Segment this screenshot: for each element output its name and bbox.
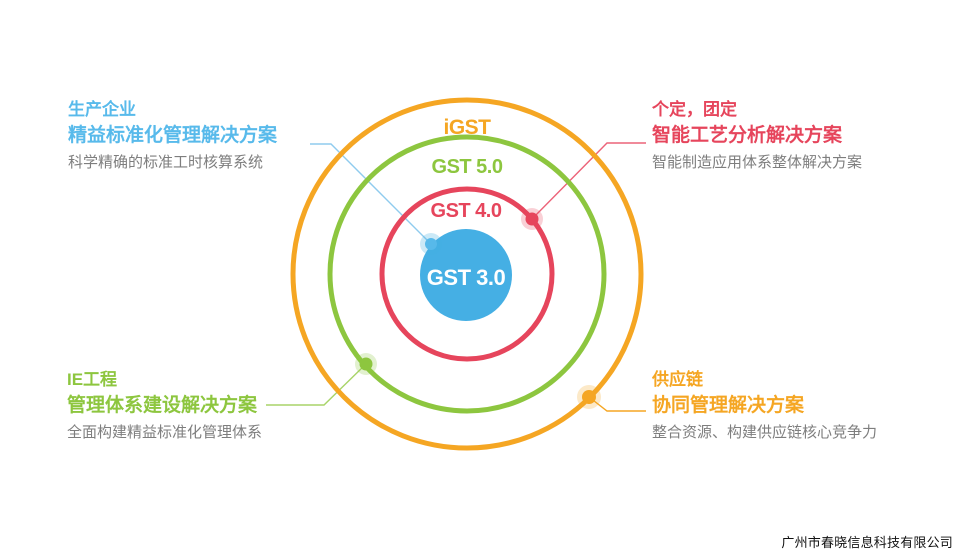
connector-line-bottom-right [588,396,646,412]
ring-gst3-core [420,229,512,321]
callout-top-right: 个定，团定 智能工艺分析解决方案 智能制造应用体系整体解决方案 [652,100,862,172]
callout-title: 协同管理解决方案 [652,395,805,416]
anchor-dot-blue [420,233,442,255]
anchor-dot-red [521,208,543,230]
callout-category: 供应链 [652,370,703,389]
connector-line-top-right [531,142,646,220]
ring-gst5 [327,134,607,414]
ring-label-gst4: GST 4.0 [430,200,502,222]
ring-label-gst3: GST 3.0 [426,265,506,290]
callout-title: 精益标准化管理解决方案 [68,125,278,146]
callout-description: 全面构建精益标准化管理体系 [67,424,263,441]
ring-igst [290,97,644,451]
callout-category: IE工程 [67,370,118,389]
connector-line-top-left [310,143,432,245]
callout-description: 科学精确的标准工时核算系统 [68,154,264,171]
callout-bottom-left: IE工程 管理体系建设解决方案 全面构建精益标准化管理体系 [67,370,262,442]
company-name: 广州市春晓信息科技有限公司 [781,535,953,550]
ring-label-gst5: GST 5.0 [431,156,503,178]
callout-title: 管理体系建设解决方案 [67,395,258,416]
callout-title: 智能工艺分析解决方案 [652,125,843,146]
callout-top-left: 生产企业 精益标准化管理解决方案 科学精确的标准工时核算系统 [68,100,277,172]
callout-description: 整合资源、构建供应链核心竞争力 [652,424,878,441]
callout-category: 生产企业 [68,100,136,119]
ring-gst4 [379,186,555,362]
callout-description: 智能制造应用体系整体解决方案 [652,154,863,171]
connector-line-bottom-left [266,363,367,406]
ring-label-igst: iGST [443,116,491,139]
anchor-dot-orange [577,385,601,409]
anchor-dot-green [355,353,377,375]
callout-category: 个定，团定 [652,100,737,119]
callout-bottom-right: 供应链 协同管理解决方案 整合资源、构建供应链核心竞争力 [652,370,877,442]
